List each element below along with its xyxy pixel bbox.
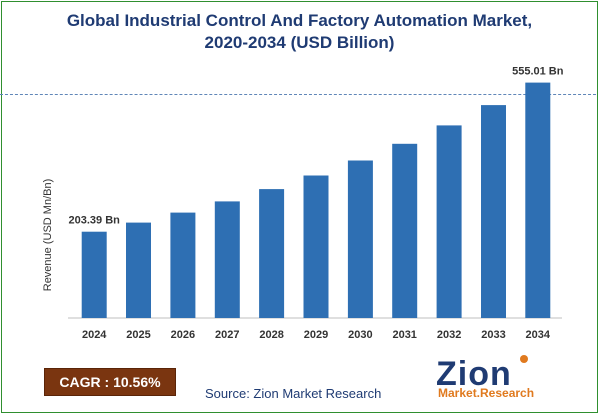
x-tick-label-2032: 2032 — [437, 329, 461, 341]
source-note: Source: Zion Market Research — [205, 386, 382, 401]
bar-2025 — [126, 222, 151, 318]
cagr-badge: CAGR : 10.56% — [44, 368, 176, 396]
data-label-2024: 203.39 Bn — [69, 215, 121, 227]
bar-2026 — [170, 212, 196, 318]
x-tick-label-2030: 2030 — [348, 329, 372, 341]
x-tick-label-2024: 2024 — [82, 329, 107, 341]
bar-2033 — [481, 105, 506, 318]
bar-2030 — [347, 160, 373, 318]
bar-2028 — [259, 189, 285, 318]
x-tick-label-2029: 2029 — [304, 329, 328, 341]
bar-2034 — [525, 82, 551, 318]
x-tick-label-2033: 2033 — [481, 329, 505, 341]
chart-title-line-1: Global Industrial Control And Factory Au… — [66, 11, 533, 30]
x-tick-label-2031: 2031 — [392, 329, 416, 341]
bar-2032 — [436, 125, 462, 319]
bar-2027 — [214, 201, 240, 318]
chart-title-line-2: 2020-2034 (USD Billion) — [204, 33, 395, 52]
bar-2024 — [81, 231, 107, 318]
zion-logo: Zion Market.Research — [436, 355, 534, 400]
bar-2031 — [392, 143, 418, 318]
x-tick-label-2026: 2026 — [171, 329, 195, 341]
title-divider — [0, 94, 596, 95]
y-axis-label: Revenue (USD Mn/Bn) — [42, 179, 54, 292]
data-label-2034: 555.01 Bn — [512, 66, 564, 78]
logo-word: Zion — [436, 355, 512, 393]
x-tick-label-2034: 2034 — [526, 329, 551, 341]
logo-dot-icon — [520, 355, 528, 363]
x-tick-label-2027: 2027 — [215, 329, 239, 341]
bar-2029 — [303, 175, 329, 318]
x-tick-label-2028: 2028 — [259, 329, 283, 341]
logo-subtitle: Market.Research — [438, 386, 534, 400]
chart-title: Global Industrial Control And Factory Au… — [0, 10, 599, 54]
x-tick-label-2025: 2025 — [126, 329, 150, 341]
cagr-label: CAGR : 10.56% — [59, 374, 161, 390]
